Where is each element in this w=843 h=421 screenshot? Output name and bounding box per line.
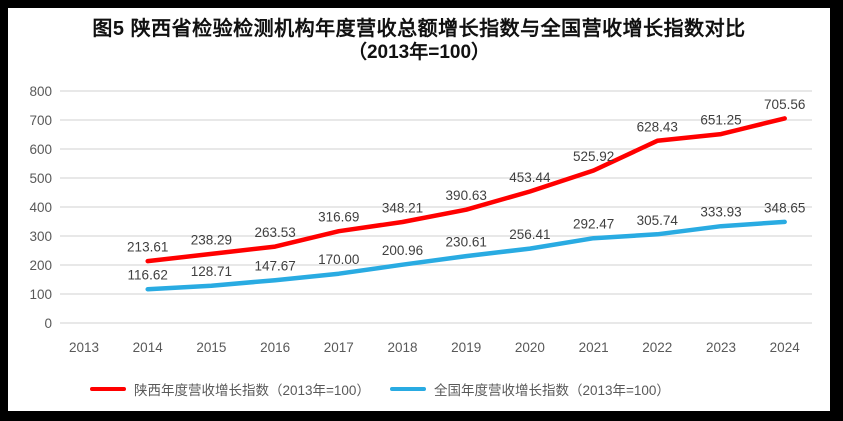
svg-text:2020: 2020 — [515, 340, 545, 355]
svg-text:300: 300 — [29, 229, 52, 244]
svg-text:2014: 2014 — [133, 340, 164, 355]
svg-text:705.56: 705.56 — [764, 97, 805, 112]
chart-title-line1: 图5 陕西省检验检测机构年度营收总额增长指数与全国营收增长指数对比 — [92, 18, 746, 40]
svg-text:600: 600 — [29, 142, 52, 157]
svg-text:100: 100 — [29, 287, 52, 302]
svg-text:333.93: 333.93 — [700, 205, 741, 220]
svg-text:500: 500 — [29, 171, 52, 186]
svg-text:2023: 2023 — [706, 340, 736, 355]
svg-text:263.53: 263.53 — [254, 225, 295, 240]
svg-text:2024: 2024 — [770, 340, 801, 355]
legend-label-shaanxi: 陕西年度营收增长指数（2013年=100） — [134, 383, 370, 398]
svg-text:2013: 2013 — [69, 340, 99, 355]
svg-text:116.62: 116.62 — [128, 268, 168, 283]
svg-text:2019: 2019 — [451, 340, 481, 355]
svg-text:628.43: 628.43 — [637, 119, 678, 134]
svg-text:348.21: 348.21 — [382, 201, 423, 216]
svg-text:700: 700 — [29, 113, 52, 128]
svg-text:200.96: 200.96 — [382, 243, 423, 258]
svg-text:800: 800 — [29, 84, 52, 99]
svg-text:128.71: 128.71 — [191, 264, 232, 279]
svg-text:305.74: 305.74 — [637, 213, 679, 228]
svg-text:316.69: 316.69 — [318, 210, 359, 225]
svg-text:0: 0 — [44, 316, 52, 331]
svg-text:2022: 2022 — [642, 340, 672, 355]
legend-label-national: 全国年度营收增长指数（2013年=100） — [433, 383, 670, 398]
legend: 陕西年度营收增长指数（2013年=100） 全国年度营收增长指数（2013年=1… — [90, 380, 670, 398]
svg-text:2017: 2017 — [324, 340, 354, 355]
svg-text:2016: 2016 — [260, 340, 290, 355]
svg-text:170.00: 170.00 — [318, 252, 359, 267]
svg-text:292.47: 292.47 — [573, 217, 614, 232]
legend-swatch-national-line — [389, 386, 426, 392]
svg-text:651.25: 651.25 — [700, 113, 741, 128]
svg-text:2021: 2021 — [579, 340, 609, 355]
svg-text:390.63: 390.63 — [446, 188, 487, 203]
svg-text:213.61: 213.61 — [127, 240, 168, 255]
chart-title: 图5 陕西省检验检测机构年度营收总额增长指数与全国营收增长指数对比 （2013年… — [8, 17, 830, 65]
svg-text:230.61: 230.61 — [446, 235, 487, 250]
legend-swatch-shaanxi-line — [90, 386, 126, 392]
svg-text:400: 400 — [29, 200, 52, 215]
svg-text:256.41: 256.41 — [509, 227, 550, 242]
chart-svg: 0 100 200 300 400 500 600 700 800 2013 2014 2015 201… — [29, 84, 812, 355]
svg-text:453.44: 453.44 — [509, 170, 551, 185]
svg-text:525.92: 525.92 — [573, 149, 614, 164]
svg-text:2018: 2018 — [387, 340, 417, 355]
svg-text:200: 200 — [29, 258, 52, 273]
svg-text:238.29: 238.29 — [191, 232, 232, 247]
svg-text:147.67: 147.67 — [254, 259, 295, 274]
svg-text:348.65: 348.65 — [764, 200, 805, 215]
svg-text:2015: 2015 — [196, 340, 226, 355]
chart-title-line2: （2013年=100） — [347, 42, 491, 63]
